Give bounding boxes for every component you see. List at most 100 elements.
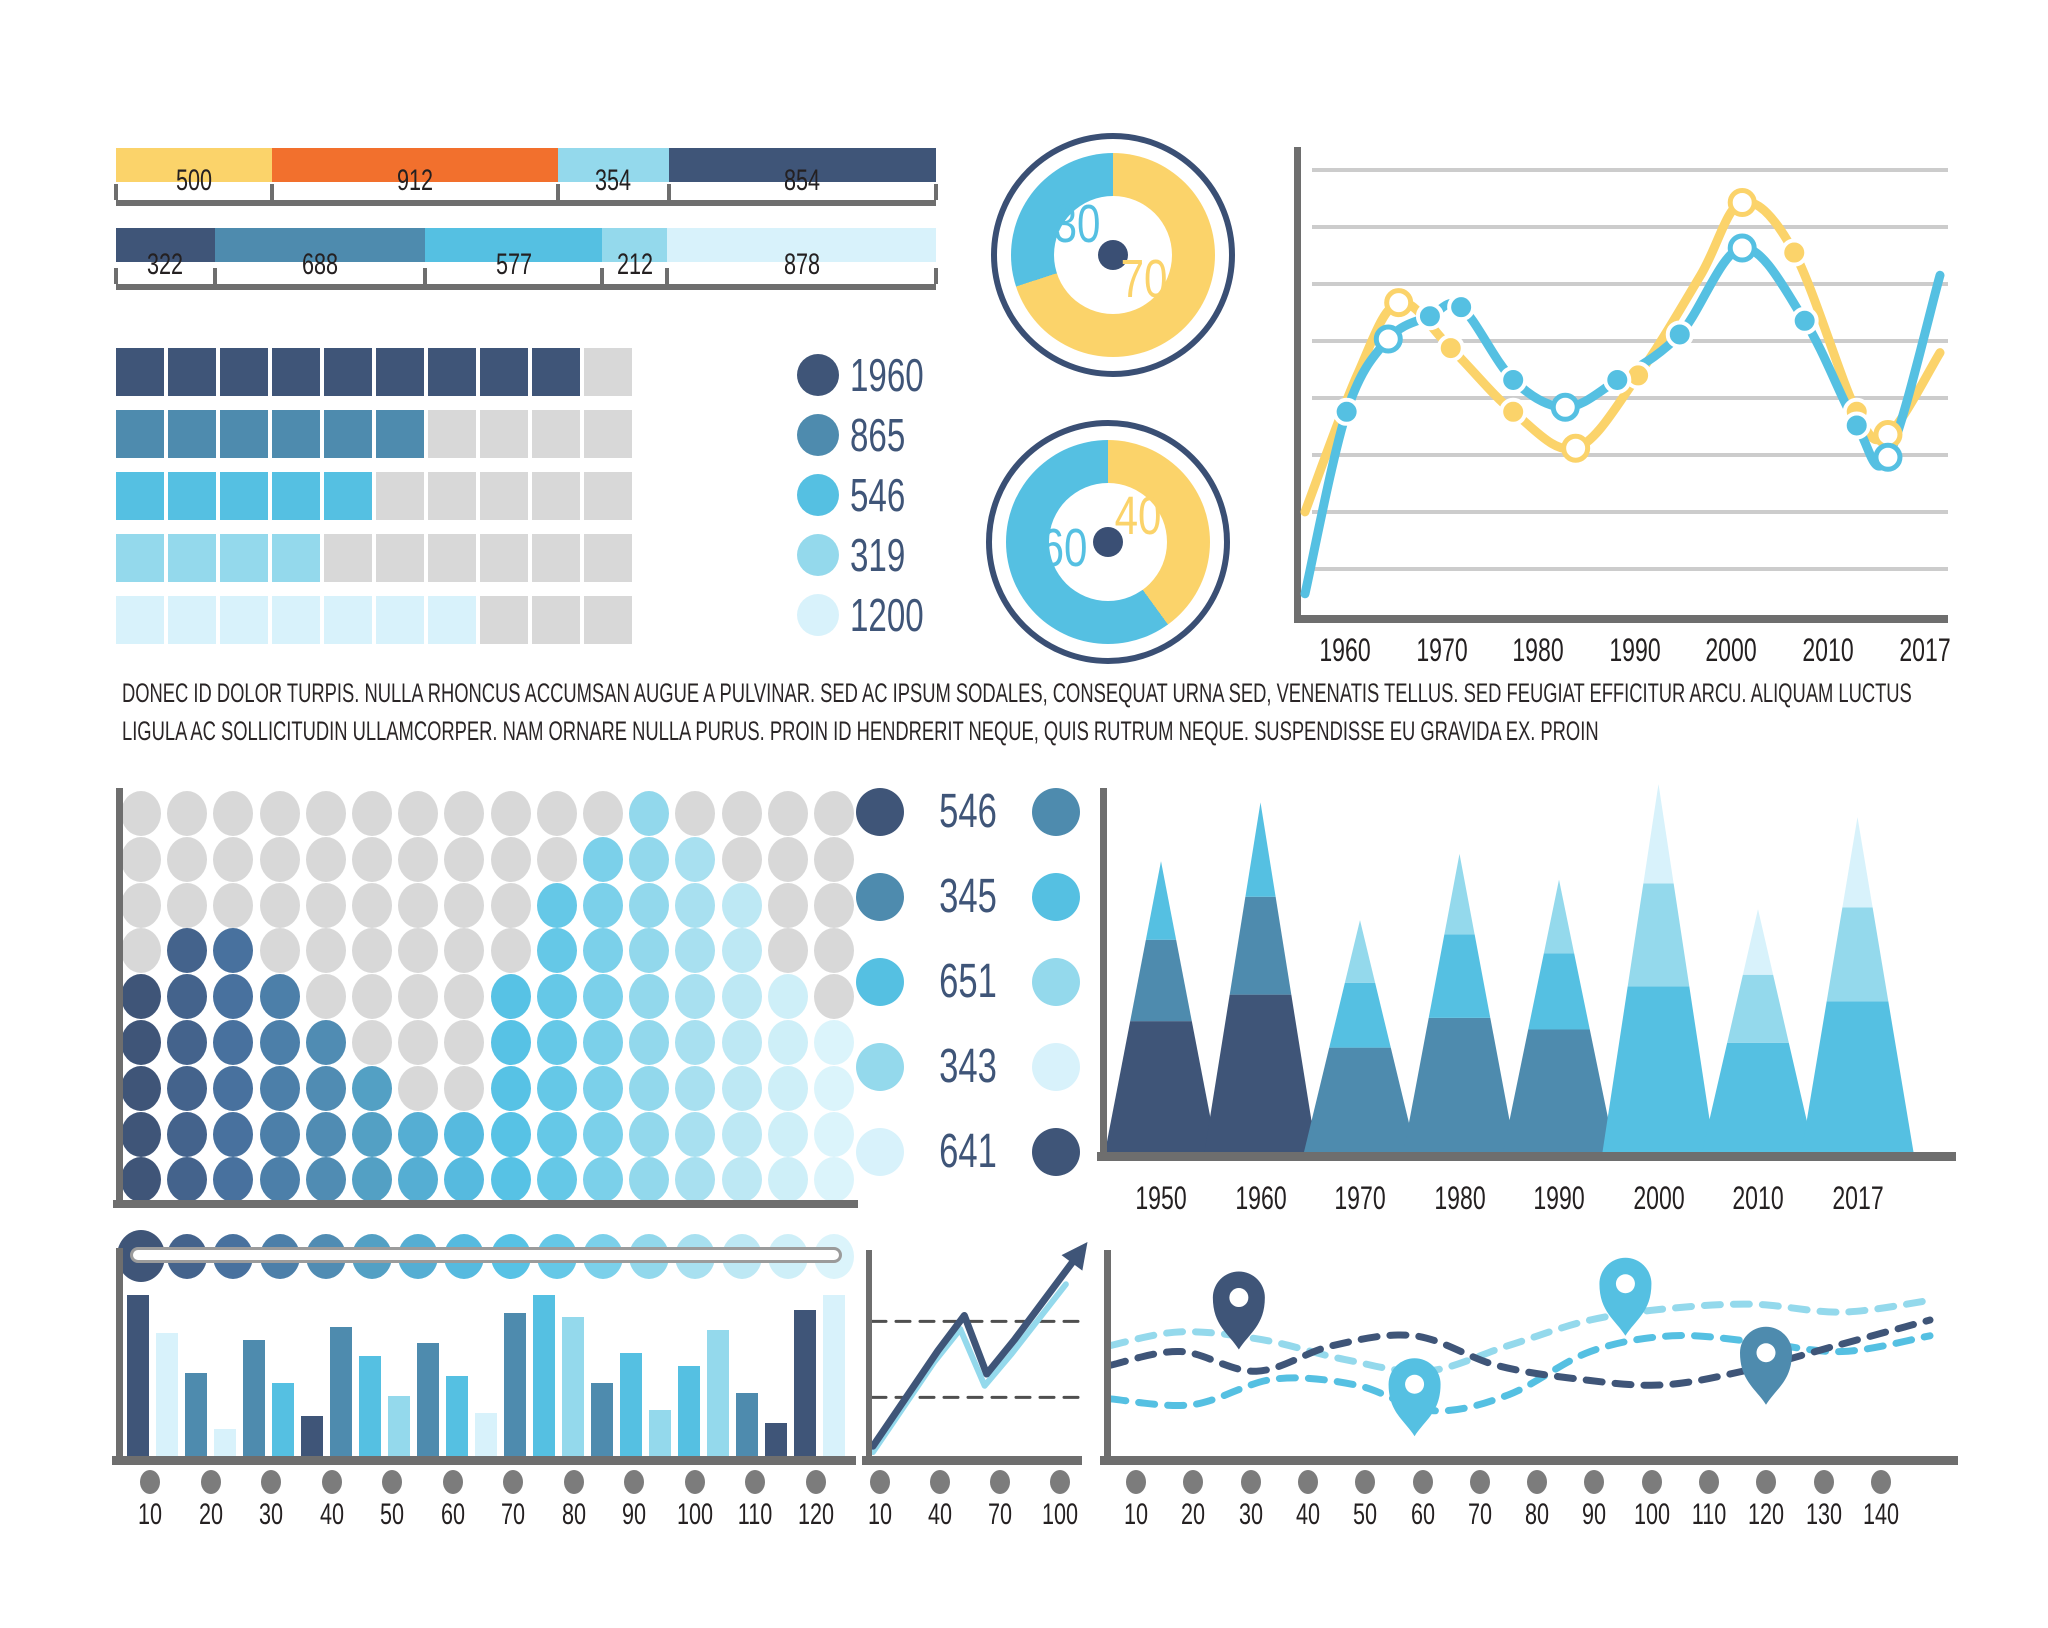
bar-segment bbox=[214, 228, 426, 262]
bright-dashed bbox=[1106, 1331, 1934, 1415]
matrix-dot bbox=[583, 974, 623, 1020]
legend-swatch bbox=[856, 873, 904, 921]
bar bbox=[620, 1353, 642, 1456]
axis-dot bbox=[1126, 1470, 1146, 1494]
bar bbox=[301, 1416, 323, 1456]
legend-swatch bbox=[1032, 1043, 1080, 1091]
triangle-band-middle bbox=[1329, 982, 1391, 1048]
matrix-dot bbox=[767, 1065, 808, 1111]
matrix-dot bbox=[583, 791, 623, 836]
matrix-dot bbox=[121, 1157, 161, 1203]
waffle-cell bbox=[480, 596, 528, 644]
stacked-bar-bottom bbox=[116, 228, 936, 262]
matrix-dot bbox=[398, 1065, 439, 1111]
matrix-dot bbox=[675, 1157, 716, 1203]
ruler-value: 577 bbox=[495, 248, 532, 281]
x-axis-label: 60 bbox=[1410, 1498, 1435, 1531]
matrix-dot bbox=[398, 791, 439, 836]
grid-line bbox=[1312, 510, 1948, 514]
blue-series-marker bbox=[1790, 306, 1819, 335]
blue-series-marker bbox=[1665, 320, 1694, 349]
matrix-dot bbox=[352, 882, 392, 928]
matrix-dot bbox=[583, 882, 623, 928]
pins-y-axis bbox=[1104, 1250, 1111, 1462]
ruler-line bbox=[116, 200, 936, 206]
matrix-dot bbox=[629, 836, 670, 882]
matrix-dot bbox=[767, 928, 808, 974]
triangle-band-middle bbox=[1130, 939, 1192, 1022]
axis-dot bbox=[1297, 1470, 1318, 1494]
matrix-dot bbox=[814, 791, 854, 836]
legend-swatch bbox=[1032, 873, 1080, 921]
waffle-cell bbox=[168, 534, 216, 582]
x-axis-label: 1950 bbox=[1135, 1180, 1187, 1216]
x-axis-label: 70 bbox=[1467, 1498, 1492, 1531]
bars-x-axis bbox=[112, 1456, 856, 1465]
legend-swatch bbox=[1032, 958, 1080, 1006]
blue-series-marker bbox=[1842, 411, 1871, 440]
x-axis-label: 1990 bbox=[1533, 1180, 1585, 1216]
matrix-x-axis bbox=[113, 1200, 858, 1208]
map-pin-hole bbox=[1405, 1374, 1425, 1394]
matrix-dot bbox=[814, 836, 854, 882]
waffle-cell bbox=[116, 596, 164, 644]
axis-dot bbox=[321, 1470, 342, 1494]
triangle-band-middle bbox=[1428, 934, 1491, 1018]
matrix-dot bbox=[444, 1111, 485, 1157]
waffle-cell bbox=[220, 472, 268, 520]
grid-line bbox=[1312, 453, 1948, 457]
matrix-dot bbox=[167, 928, 208, 974]
yellow-series-marker bbox=[1436, 334, 1465, 363]
triangle-band-bottom bbox=[1801, 1001, 1914, 1152]
yellow-series-marker bbox=[1727, 188, 1757, 217]
legend-value: 319 bbox=[850, 529, 906, 581]
legend-swatch bbox=[856, 1128, 904, 1176]
matrix-dot bbox=[398, 882, 439, 928]
triangle-band-bottom bbox=[1503, 1029, 1615, 1152]
matrix-dot bbox=[398, 836, 439, 882]
triangle-band-top bbox=[1344, 920, 1376, 983]
matrix-dot bbox=[536, 974, 577, 1020]
bar bbox=[765, 1422, 787, 1456]
matrix-dot bbox=[675, 882, 716, 928]
matrix-dot bbox=[259, 1157, 300, 1203]
matrix-dot bbox=[721, 1065, 762, 1111]
x-axis-label: 2017 bbox=[1831, 1180, 1884, 1216]
blue-series-marker bbox=[1873, 442, 1903, 472]
waffle-cell bbox=[324, 534, 372, 582]
map-pin-icon bbox=[1212, 1271, 1265, 1350]
triangle-band-top bbox=[1245, 802, 1276, 897]
matrix-dot bbox=[167, 836, 208, 882]
waffle-cell bbox=[272, 348, 320, 396]
waffle-cell bbox=[428, 410, 476, 458]
x-axis-label: 50 bbox=[379, 1498, 405, 1531]
map-pin-hole bbox=[1756, 1343, 1776, 1363]
matrix-dot bbox=[629, 928, 670, 974]
matrix-dot bbox=[213, 791, 254, 836]
matrix-dot bbox=[305, 1157, 346, 1203]
donut-outer-ring bbox=[986, 420, 1230, 664]
matrix-dot bbox=[814, 1111, 854, 1157]
matrix-dot bbox=[305, 974, 346, 1020]
matrix-dot bbox=[490, 1020, 531, 1065]
matrix-dot bbox=[629, 1065, 670, 1111]
matrix-dot bbox=[259, 836, 300, 882]
donut-value: 30 bbox=[1053, 194, 1101, 254]
waffle-cell bbox=[480, 534, 528, 582]
axis-dot bbox=[1240, 1470, 1261, 1494]
waffle-cell bbox=[480, 410, 528, 458]
matrix-dot bbox=[490, 836, 531, 882]
matrix-dot bbox=[259, 1111, 300, 1157]
matrix-dot bbox=[490, 974, 531, 1020]
donut-value: 70 bbox=[1120, 249, 1168, 309]
triangle-band-middle bbox=[1229, 896, 1292, 995]
donut-value: 60 bbox=[1040, 518, 1088, 578]
matrix-dot bbox=[490, 1157, 531, 1203]
matrix-dot bbox=[352, 836, 392, 882]
axis-dot bbox=[382, 1470, 402, 1494]
matrix-dot bbox=[583, 1157, 623, 1203]
x-axis-label: 50 bbox=[1353, 1498, 1378, 1531]
ruler-tick bbox=[600, 268, 605, 284]
matrix-dot bbox=[814, 882, 854, 928]
